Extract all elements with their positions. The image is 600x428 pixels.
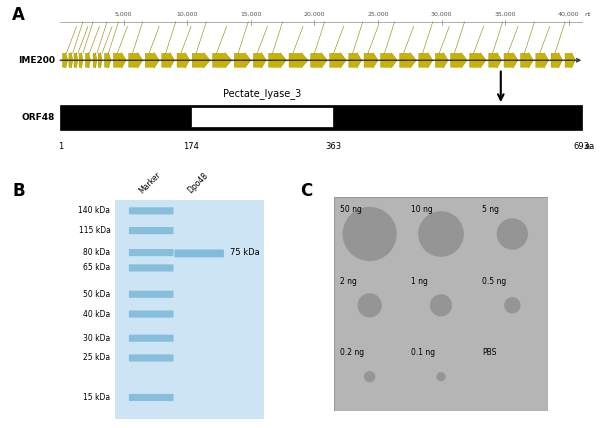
FancyArrow shape — [400, 53, 416, 68]
Text: 20,000: 20,000 — [304, 12, 325, 17]
Text: 15,000: 15,000 — [240, 12, 262, 17]
FancyBboxPatch shape — [175, 250, 224, 257]
Text: IME200: IME200 — [18, 56, 55, 65]
Text: 50 ng: 50 ng — [340, 205, 362, 214]
Text: 0.5 ng: 0.5 ng — [482, 276, 506, 285]
Bar — [191, 107, 333, 127]
FancyArrow shape — [470, 53, 486, 68]
FancyArrow shape — [536, 53, 548, 68]
Text: 0.2 ng: 0.2 ng — [340, 348, 364, 357]
FancyBboxPatch shape — [129, 249, 173, 256]
FancyArrow shape — [565, 53, 575, 68]
Text: 363: 363 — [325, 142, 341, 151]
Text: nt: nt — [584, 12, 590, 17]
Text: PBS: PBS — [482, 348, 497, 357]
FancyArrow shape — [129, 53, 143, 68]
FancyArrow shape — [269, 53, 286, 68]
FancyArrow shape — [419, 53, 433, 68]
FancyArrow shape — [212, 53, 232, 68]
FancyArrow shape — [85, 53, 91, 68]
Circle shape — [343, 207, 397, 261]
FancyArrow shape — [289, 53, 308, 68]
FancyArrow shape — [311, 53, 327, 68]
Circle shape — [358, 293, 382, 318]
Text: 0.1 ng: 0.1 ng — [411, 348, 435, 357]
Text: 40 kDa: 40 kDa — [83, 309, 110, 318]
Bar — [115, 200, 264, 419]
Text: 115 kDa: 115 kDa — [79, 226, 110, 235]
FancyArrow shape — [74, 53, 78, 68]
Circle shape — [364, 371, 376, 382]
FancyArrow shape — [380, 53, 397, 68]
FancyBboxPatch shape — [129, 394, 173, 401]
Text: 1: 1 — [58, 142, 64, 151]
FancyArrow shape — [551, 53, 563, 68]
FancyBboxPatch shape — [129, 310, 173, 318]
FancyBboxPatch shape — [129, 207, 173, 214]
FancyArrow shape — [98, 53, 102, 68]
Text: 140 kDa: 140 kDa — [79, 206, 110, 215]
Text: 1 ng: 1 ng — [411, 276, 428, 285]
FancyArrow shape — [349, 53, 362, 68]
Text: A: A — [12, 6, 25, 24]
Text: 5,000: 5,000 — [115, 12, 133, 17]
FancyArrow shape — [177, 53, 190, 68]
FancyArrow shape — [436, 53, 448, 68]
FancyArrow shape — [489, 53, 502, 68]
Text: 25,000: 25,000 — [367, 12, 389, 17]
FancyArrow shape — [504, 53, 518, 68]
Circle shape — [436, 372, 446, 381]
FancyBboxPatch shape — [129, 291, 173, 298]
Text: 65 kDa: 65 kDa — [83, 264, 110, 273]
FancyArrow shape — [79, 53, 83, 68]
FancyArrow shape — [104, 53, 111, 68]
Text: 50 kDa: 50 kDa — [83, 290, 110, 299]
FancyArrow shape — [69, 53, 73, 68]
FancyBboxPatch shape — [129, 335, 173, 342]
Circle shape — [504, 297, 521, 313]
Text: 30,000: 30,000 — [431, 12, 452, 17]
FancyArrow shape — [162, 53, 175, 68]
Text: C: C — [300, 182, 312, 200]
FancyBboxPatch shape — [129, 354, 173, 362]
Text: 30 kDa: 30 kDa — [83, 334, 110, 343]
FancyArrow shape — [113, 53, 126, 68]
Text: 40,000: 40,000 — [558, 12, 580, 17]
FancyArrow shape — [145, 53, 159, 68]
Circle shape — [418, 211, 464, 257]
FancyArrow shape — [93, 53, 97, 68]
Text: Marker: Marker — [137, 170, 163, 195]
Text: 174: 174 — [183, 142, 199, 151]
Text: Pectate_lyase_3: Pectate_lyase_3 — [223, 88, 301, 99]
FancyArrow shape — [364, 53, 378, 68]
FancyArrow shape — [253, 53, 266, 68]
FancyArrow shape — [451, 53, 467, 68]
Text: 25 kDa: 25 kDa — [83, 354, 110, 363]
FancyArrow shape — [235, 53, 251, 68]
Text: 15 kDa: 15 kDa — [83, 393, 110, 402]
Text: 75 kDa: 75 kDa — [230, 248, 260, 257]
Bar — [60, 105, 581, 130]
Text: 80 kDa: 80 kDa — [83, 248, 110, 257]
Circle shape — [430, 294, 452, 316]
Circle shape — [497, 218, 528, 250]
Text: 5 ng: 5 ng — [482, 205, 499, 214]
FancyArrow shape — [193, 53, 210, 68]
Text: B: B — [12, 182, 25, 200]
Text: 2 ng: 2 ng — [340, 276, 356, 285]
FancyArrow shape — [521, 53, 533, 68]
Text: Dpo48: Dpo48 — [185, 171, 209, 195]
Text: aa: aa — [584, 142, 595, 151]
FancyBboxPatch shape — [129, 227, 173, 234]
Text: 35,000: 35,000 — [494, 12, 516, 17]
FancyBboxPatch shape — [129, 265, 173, 271]
FancyArrow shape — [62, 53, 68, 68]
Text: 10,000: 10,000 — [176, 12, 198, 17]
FancyArrow shape — [330, 53, 346, 68]
Text: 10 ng: 10 ng — [411, 205, 433, 214]
Text: ORF48: ORF48 — [22, 113, 55, 122]
Text: 693: 693 — [574, 142, 590, 151]
